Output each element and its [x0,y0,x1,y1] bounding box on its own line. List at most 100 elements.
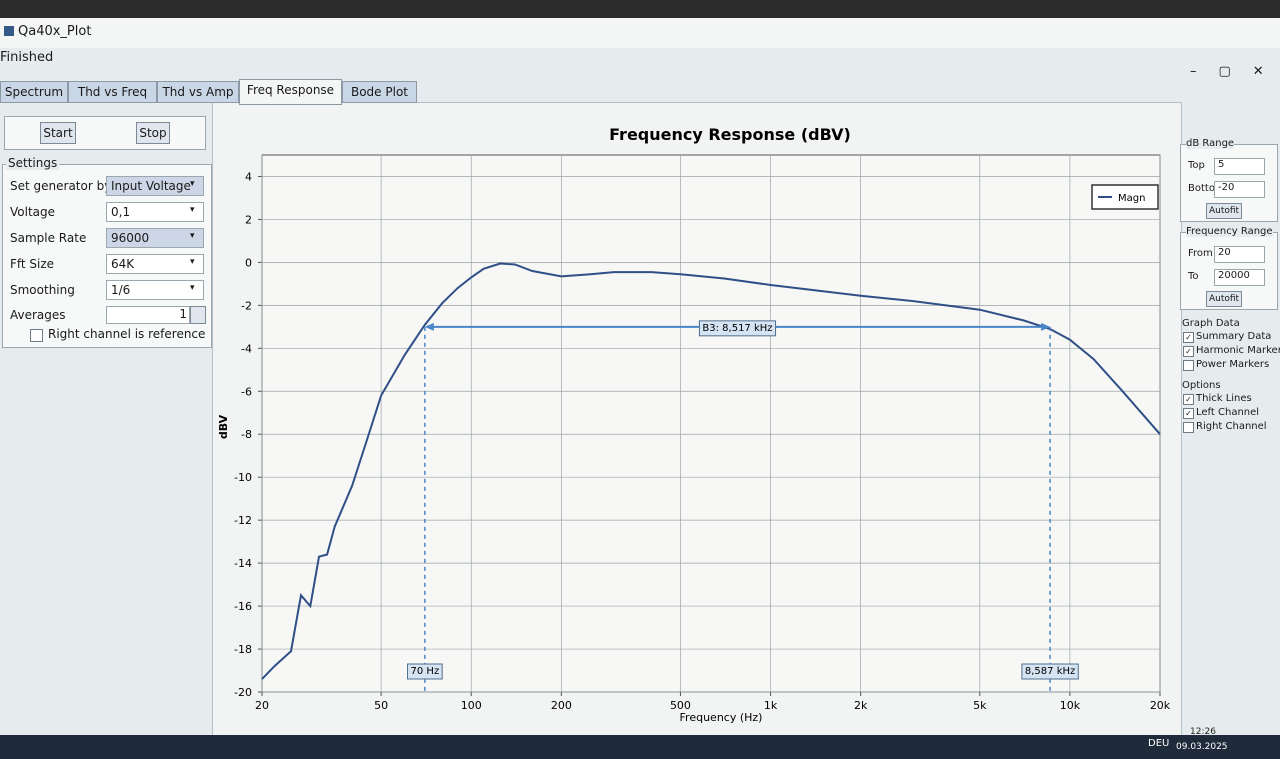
checkbox-label: Summary Data [1196,331,1272,342]
checkbox[interactable] [1183,422,1194,433]
group-title: Options [1182,380,1221,391]
group-title: Settings [6,156,60,170]
tab[interactable]: Thd vs Freq [68,81,157,103]
y-tick-label: -18 [234,643,252,656]
checkbox[interactable]: ✓ [1183,346,1194,357]
dropdown-arrow: ▾ [190,283,195,293]
dropdown[interactable]: 0,1 [106,202,204,222]
x-tick-label: 20k [1150,699,1171,712]
marker-label-box [1021,663,1079,680]
y-tick-label: -8 [241,428,252,441]
field-label: From [1188,248,1213,259]
field-label: Set generator by [10,179,112,193]
checkbox-label: Power Markers [1196,359,1270,370]
y-tick-label: -2 [241,299,252,312]
button[interactable]: Start [40,122,76,144]
button-group [4,116,206,150]
checkbox[interactable] [30,329,43,342]
spin-button[interactable] [190,306,206,324]
checkbox-label: Thick Lines [1196,393,1252,404]
group-title: Graph Data [1182,318,1240,329]
x-tick-label: 2k [854,699,868,712]
dropdown[interactable]: 96000 [106,228,204,248]
dropdown[interactable]: 20000 [1214,269,1265,286]
title-bar [0,18,1280,48]
tab[interactable]: Freq Response [239,79,342,105]
field-label: Smoothing [10,283,75,297]
x-tick-label: 5k [973,699,987,712]
x-tick-label: 100 [461,699,482,712]
marker-label: 8,587 kHz [1025,666,1075,677]
window-title: Qa40x_Plot [18,24,92,39]
plot-area [261,154,1161,693]
dropdown[interactable]: 1/6 [106,280,204,300]
y-tick-label: -4 [241,342,252,355]
x-axis-label: Frequency (Hz) [680,711,763,724]
x-tick-label: 10k [1060,699,1081,712]
tab[interactable]: Thd vs Amp [157,81,239,103]
screen-bezel [0,0,1280,18]
dropdown-arrow: ▾ [190,205,195,215]
taskbar [0,735,1280,759]
dropdown[interactable]: 20 [1214,246,1265,263]
language: DEU [1148,738,1170,749]
field-label: To [1188,271,1199,282]
bandwidth-label: B3: 8,517 kHz [702,323,772,334]
status-text: Finished [0,50,54,65]
field-label: Averages [10,308,66,322]
field-label: Fft Size [10,257,55,271]
field-label: Voltage [10,205,56,219]
chart-title: Frequency Response (dBV) [609,125,851,144]
y-tick-label: -14 [234,557,252,570]
bandwidth-label-box [698,320,777,337]
app-icon [4,26,14,36]
dropdown-arrow: ▾ [190,179,195,189]
y-tick-label: -6 [241,385,252,398]
dropdown-arrow: ▾ [190,231,195,241]
checkbox[interactable]: ✓ [1183,408,1194,419]
checkbox-label: Left Channel [1196,407,1260,418]
button[interactable]: Autofit [1206,291,1242,307]
checkbox-label: Harmonic Markers [1196,345,1280,356]
marker-label-box [407,663,443,680]
y-tick-label: -16 [234,600,252,613]
x-tick-label: 50 [374,699,388,712]
field-label: Top [1188,160,1205,171]
y-tick-label: 4 [245,170,252,183]
dropdown[interactable]: Input Voltage [106,176,204,196]
dropdown-arrow: ▾ [190,257,195,267]
y-tick-label: -10 [234,471,252,484]
chart: Frequency Response (dBV) Frequency (Hz) … [217,125,1171,724]
y-axis-label: dBV [217,414,230,439]
button[interactable]: Stop [136,122,170,144]
x-tick-label: 20 [255,699,269,712]
y-tick-label: 2 [245,213,252,226]
checkbox-label: Right channel is reference [48,327,206,341]
marker-label: 70 Hz [411,666,440,677]
clock-date: 09.03.2025 [1176,742,1228,752]
window-controls[interactable]: –▢✕ [1190,64,1280,79]
y-tick-label: -20 [234,686,252,699]
dropdown[interactable]: 5 [1214,158,1265,175]
checkbox[interactable]: ✓ [1183,332,1194,343]
tab[interactable]: Bode Plot [342,81,417,103]
dropdown[interactable]: 64K [106,254,204,274]
data-line [261,262,1161,680]
checkbox[interactable]: ✓ [1183,394,1194,405]
spin-box[interactable]: 1 [106,306,190,324]
x-tick-label: 1k [764,699,778,712]
checkbox[interactable] [1183,360,1194,371]
tab[interactable]: Spectrum [0,81,68,103]
dropdown[interactable]: -20 [1214,181,1265,198]
button[interactable]: Autofit [1206,203,1242,219]
field-label: Sample Rate [10,231,87,245]
group-title: Frequency Range [1186,226,1273,237]
group-title: dB Range [1186,138,1235,149]
y-tick-label: -12 [234,514,252,527]
x-tick-label: 500 [670,699,691,712]
checkbox-label: Right Channel [1196,421,1267,432]
clock-time: 12:26 [1190,727,1216,737]
field-label: Bottom [1188,183,1225,194]
y-tick-label: 0 [245,256,252,269]
